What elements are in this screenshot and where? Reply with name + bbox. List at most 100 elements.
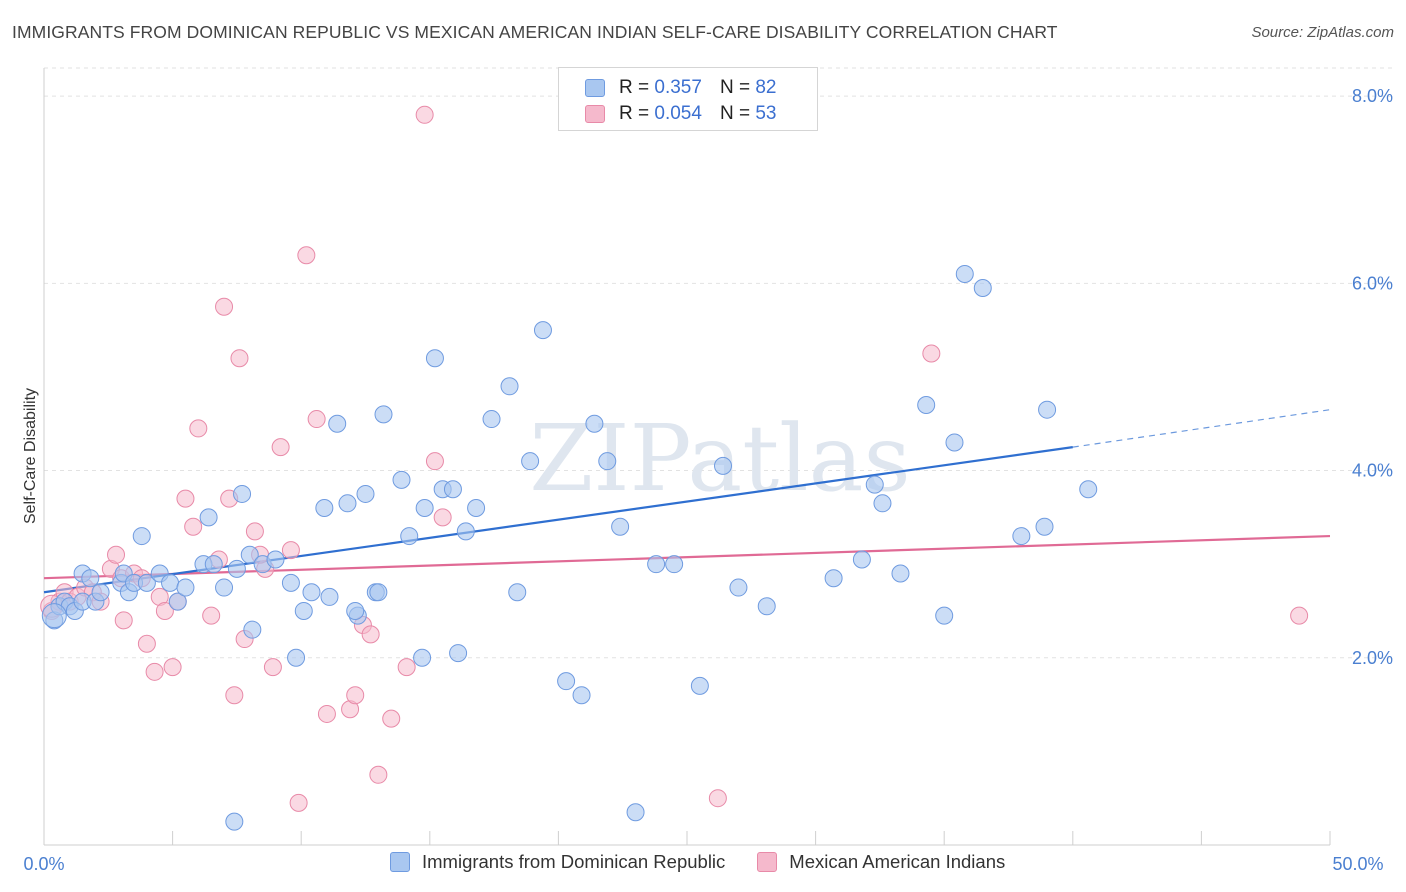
data-point-dominican-republic bbox=[356, 484, 375, 503]
data-point-dominican-republic bbox=[456, 522, 475, 541]
data-point-mexican-american-indians bbox=[202, 606, 221, 625]
data-point-dominican-republic bbox=[320, 587, 339, 606]
data-point-dominican-republic bbox=[243, 620, 262, 639]
data-point-mexican-american-indians bbox=[281, 541, 300, 560]
data-point-dominican-republic bbox=[917, 396, 936, 415]
data-point-dominican-republic bbox=[81, 569, 100, 588]
data-point-dominican-republic bbox=[161, 573, 180, 592]
data-point-dominican-republic bbox=[168, 592, 187, 611]
data-point-dominican-republic bbox=[346, 601, 365, 620]
data-point-mexican-american-indians bbox=[215, 297, 234, 316]
data-point-dominican-republic bbox=[482, 410, 501, 429]
x-tick-label: 0.0% bbox=[23, 854, 64, 874]
data-point-dominican-republic bbox=[611, 517, 630, 536]
data-point-dominican-republic bbox=[467, 498, 486, 517]
data-point-dominican-republic bbox=[945, 433, 964, 452]
legend-item-label: Mexican American Indians bbox=[789, 851, 1006, 872]
data-point-mexican-american-indians bbox=[230, 349, 249, 368]
data-point-dominican-republic bbox=[690, 676, 709, 695]
data-point-mexican-american-indians bbox=[155, 601, 174, 620]
legend-row-blue: R = 0.357 N = 82 bbox=[585, 75, 776, 101]
legend-n-label: N = bbox=[719, 103, 751, 124]
chart-source: Source: ZipAtlas.com bbox=[1251, 24, 1394, 41]
data-point-dominican-republic bbox=[500, 377, 519, 396]
data-point-dominican-republic bbox=[1038, 400, 1057, 419]
y-tick-label: 4.0% bbox=[1352, 461, 1393, 481]
data-point-dominican-republic bbox=[281, 573, 300, 592]
data-point-dominican-republic bbox=[215, 578, 234, 597]
data-point-mexican-american-indians bbox=[271, 438, 290, 457]
data-point-dominican-republic bbox=[227, 559, 246, 578]
legend-item-label: Immigrants from Dominican Republic bbox=[422, 851, 726, 872]
y-axis-label: Self-Care Disability bbox=[22, 388, 39, 524]
data-point-mexican-american-indians bbox=[145, 662, 164, 681]
data-point-mexican-american-indians bbox=[263, 658, 282, 677]
x-tick-label: 50.0% bbox=[1332, 854, 1383, 874]
data-point-dominican-republic bbox=[374, 405, 393, 424]
y-tick-label: 6.0% bbox=[1352, 273, 1393, 293]
data-point-dominican-republic bbox=[626, 803, 645, 822]
legend-item-mexican-american-indians[interactable]: Mexican American Indians bbox=[757, 851, 1005, 873]
data-point-mexican-american-indians bbox=[189, 419, 208, 438]
data-point-dominican-republic bbox=[176, 578, 195, 597]
data-point-dominican-republic bbox=[598, 452, 617, 471]
data-point-mexican-american-indians bbox=[1290, 606, 1309, 625]
data-point-dominican-republic bbox=[665, 555, 684, 574]
data-point-dominican-republic bbox=[132, 527, 151, 546]
data-point-dominican-republic bbox=[449, 644, 468, 663]
data-point-mexican-american-indians bbox=[346, 686, 365, 705]
data-point-dominican-republic bbox=[415, 498, 434, 517]
data-point-mexican-american-indians bbox=[397, 658, 416, 677]
data-point-dominican-republic bbox=[204, 555, 223, 574]
legend-row-pink: R = 0.054 N = 53 bbox=[585, 101, 776, 127]
data-point-dominican-republic bbox=[521, 452, 540, 471]
data-point-mexican-american-indians bbox=[361, 625, 380, 644]
data-point-mexican-american-indians bbox=[415, 105, 434, 124]
legend-r-label: R = bbox=[619, 103, 650, 124]
data-point-dominican-republic bbox=[287, 648, 306, 667]
data-point-mexican-american-indians bbox=[114, 611, 133, 630]
data-point-dominican-republic bbox=[315, 498, 334, 517]
data-point-dominican-republic bbox=[338, 494, 357, 513]
data-point-dominican-republic bbox=[824, 569, 843, 588]
blue-swatch-icon bbox=[390, 852, 410, 872]
data-point-dominican-republic bbox=[400, 527, 419, 546]
legend-r-label: R = bbox=[619, 77, 650, 98]
data-point-dominican-republic bbox=[91, 583, 110, 602]
legend-n-value: 53 bbox=[755, 103, 777, 124]
data-point-mexican-american-indians bbox=[922, 344, 941, 363]
data-point-dominican-republic bbox=[294, 601, 313, 620]
data-point-dominican-republic bbox=[328, 414, 347, 433]
data-point-dominican-republic bbox=[935, 606, 954, 625]
data-point-mexican-american-indians bbox=[382, 709, 401, 728]
data-point-mexican-american-indians bbox=[369, 765, 388, 784]
data-point-mexican-american-indians bbox=[708, 789, 727, 808]
data-point-dominican-republic bbox=[729, 578, 748, 597]
data-point-dominican-republic bbox=[302, 583, 321, 602]
data-point-dominican-republic bbox=[714, 456, 733, 475]
data-point-mexican-american-indians bbox=[297, 246, 316, 265]
legend-n-label: N = bbox=[719, 77, 751, 98]
data-point-dominican-republic bbox=[413, 648, 432, 667]
data-point-dominican-republic bbox=[973, 278, 992, 297]
data-point-dominican-republic bbox=[1012, 527, 1031, 546]
data-point-dominican-republic bbox=[955, 264, 974, 283]
data-point-dominican-republic bbox=[137, 573, 156, 592]
legend-item-dominican[interactable]: Immigrants from Dominican Republic bbox=[390, 851, 725, 873]
data-point-mexican-american-indians bbox=[433, 508, 452, 527]
data-point-mexican-american-indians bbox=[176, 489, 195, 508]
data-point-dominican-republic bbox=[873, 494, 892, 513]
data-point-mexican-american-indians bbox=[184, 517, 203, 536]
data-point-dominican-republic bbox=[1035, 517, 1054, 536]
data-point-dominican-republic bbox=[41, 603, 67, 629]
blue-swatch-icon bbox=[585, 79, 605, 97]
pink-swatch-icon bbox=[585, 105, 605, 123]
data-point-dominican-republic bbox=[508, 583, 527, 602]
axes bbox=[43, 68, 1331, 846]
tick-labels: 2.0% 4.0% 6.0% 8.0% 0.0% 50.0% bbox=[23, 86, 1393, 874]
data-point-dominican-republic bbox=[533, 321, 552, 340]
series-immigrants-dominican-republic bbox=[41, 264, 1098, 831]
data-point-dominican-republic bbox=[865, 475, 884, 494]
data-point-mexican-american-indians bbox=[307, 410, 326, 429]
